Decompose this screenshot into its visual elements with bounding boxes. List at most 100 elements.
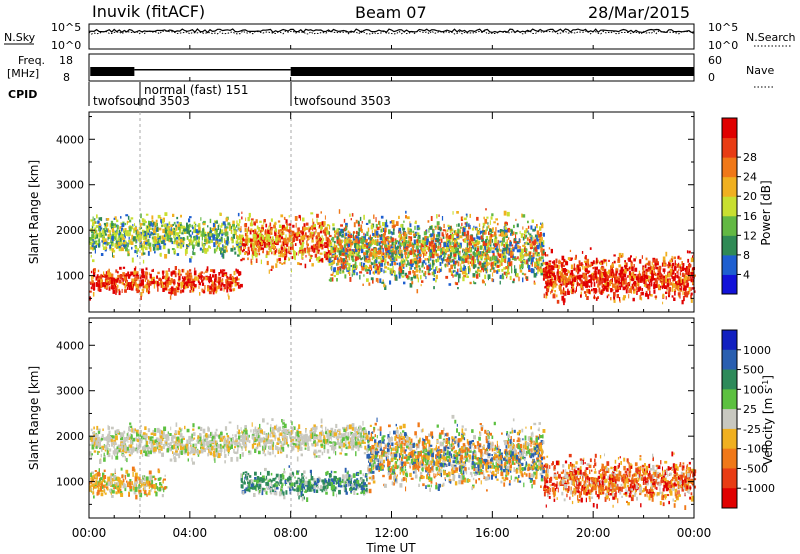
power-echo-4-677 xyxy=(651,261,653,265)
power-echo-4-718 xyxy=(606,275,609,279)
power-echo-3-1686 xyxy=(519,257,523,262)
power-echo-1-205 xyxy=(172,213,175,217)
power-echo-3-152 xyxy=(402,227,404,231)
power-echo-4-485 xyxy=(589,279,592,283)
power-echo-3-21 xyxy=(449,252,453,257)
power-echo-2-143 xyxy=(270,231,273,235)
power-echo-4-502 xyxy=(643,267,645,271)
power-echo-3-846 xyxy=(542,240,545,245)
power-echo-3-1500 xyxy=(336,245,338,248)
power-echo-3-1292 xyxy=(451,233,454,238)
power-echo-0-324 xyxy=(119,266,122,270)
power-echo-3-1607 xyxy=(466,275,469,278)
power-echo-3-1750 xyxy=(514,246,518,250)
power-echo-3-1079 xyxy=(449,230,452,233)
power-echo-1-766 xyxy=(164,229,167,234)
power-echo-4-656 xyxy=(637,278,640,283)
power-echo-3-1041 xyxy=(424,239,427,244)
power-echo-4-762 xyxy=(682,263,685,267)
power-echo-3-20 xyxy=(384,285,387,290)
power-echo-3-1834 xyxy=(476,255,478,261)
power-echo-4-608 xyxy=(674,265,677,268)
power-echo-2-1 xyxy=(261,224,264,229)
power-echo-1-347 xyxy=(225,226,229,229)
power-echo-2-476 xyxy=(323,221,326,226)
power-echo-3-146 xyxy=(501,273,504,277)
power-echo-3-1047 xyxy=(419,245,422,248)
power-echo-4-558 xyxy=(602,287,605,292)
power-echo-1-556 xyxy=(236,220,238,224)
power-echo-4-848 xyxy=(582,274,585,280)
power-echo-2-287 xyxy=(319,238,323,243)
power-echo-1-624 xyxy=(161,240,164,244)
power-echo-2-457 xyxy=(290,232,294,237)
power-echo-3-1417 xyxy=(380,262,384,267)
power-echo-3-1810 xyxy=(328,263,331,266)
power-echo-1-90 xyxy=(179,237,182,241)
power-echo-4-527 xyxy=(678,257,682,260)
power-echo-3-1310 xyxy=(519,246,521,251)
power-echo-3-335 xyxy=(362,283,364,286)
power-echo-3-1800 xyxy=(530,237,532,240)
power-echo-0-435 xyxy=(105,275,108,278)
power-echo-3-308 xyxy=(538,242,540,247)
power-echo-0-161 xyxy=(105,283,108,289)
power-echo-2-533 xyxy=(319,237,321,240)
power-echo-4-602 xyxy=(609,282,611,286)
power-echo-3-1912 xyxy=(467,254,470,258)
power-echo-1-780 xyxy=(111,228,115,233)
power-echo-2-384 xyxy=(304,249,306,254)
power-echo-3-456 xyxy=(455,238,458,242)
power-echo-3-503 xyxy=(332,246,335,250)
power-echo-0-399 xyxy=(225,279,227,284)
power-echo-3-1567 xyxy=(405,274,409,279)
freq-band-2 xyxy=(134,69,291,71)
power-echo-4-943 xyxy=(546,288,550,293)
power-echo-3-1402 xyxy=(502,236,506,239)
power-echo-4-639 xyxy=(628,275,630,278)
power-echo-3-957 xyxy=(401,260,404,266)
power-echo-4-820 xyxy=(613,260,616,264)
power-echo-3-671 xyxy=(448,283,452,286)
power-echo-3-1618 xyxy=(355,219,358,224)
power-echo-4-882 xyxy=(683,291,687,296)
power-echo-3-1620 xyxy=(422,237,425,241)
power-echo-3-1699 xyxy=(369,234,371,239)
power-echo-2-459 xyxy=(243,243,245,247)
power-echo-0-401 xyxy=(178,269,181,274)
power-ylabel: Slant Range [km] xyxy=(27,160,41,264)
power-echo-3-1108 xyxy=(383,240,386,245)
power-echo-0-277 xyxy=(210,269,214,272)
power-echo-3-460 xyxy=(344,242,347,245)
power-echo-0-533 xyxy=(198,285,200,289)
power-echo-1-265 xyxy=(195,235,198,239)
power-echo-3-1683 xyxy=(474,244,477,247)
power-echo-3-796 xyxy=(356,230,358,235)
power-echo-4-168 xyxy=(678,294,680,298)
power-echo-3-1227 xyxy=(365,256,368,260)
power-echo-1-794 xyxy=(123,237,125,240)
power-echo-4-857 xyxy=(570,264,574,269)
power-echo-4-594 xyxy=(543,267,546,272)
power-echo-3-1570 xyxy=(394,241,397,245)
power-echo-1-138 xyxy=(174,249,176,255)
power-echo-1-670 xyxy=(162,228,165,234)
power-echo-3-311 xyxy=(354,231,356,234)
power-echo-3-993 xyxy=(383,283,386,288)
power-echo-4-341 xyxy=(597,269,601,275)
power-echo-3-1437 xyxy=(499,274,502,279)
power-echo-4-719 xyxy=(619,271,623,275)
power-echo-3-1821 xyxy=(491,250,495,253)
power-echo-1-539 xyxy=(202,244,205,249)
power-echo-0-20 xyxy=(159,282,162,286)
power-echo-3-1346 xyxy=(443,242,447,248)
power-echo-1-515 xyxy=(174,238,176,243)
power-echo-1-255 xyxy=(229,226,232,230)
power-echo-3-1874 xyxy=(381,243,384,246)
power-echo-2-210 xyxy=(252,237,255,240)
power-echo-2-288 xyxy=(303,247,307,252)
power-echo-0-262 xyxy=(100,273,102,279)
power-echo-0-71 xyxy=(216,285,220,290)
power-echo-0-427 xyxy=(184,285,186,290)
power-echo-0-492 xyxy=(228,295,230,300)
